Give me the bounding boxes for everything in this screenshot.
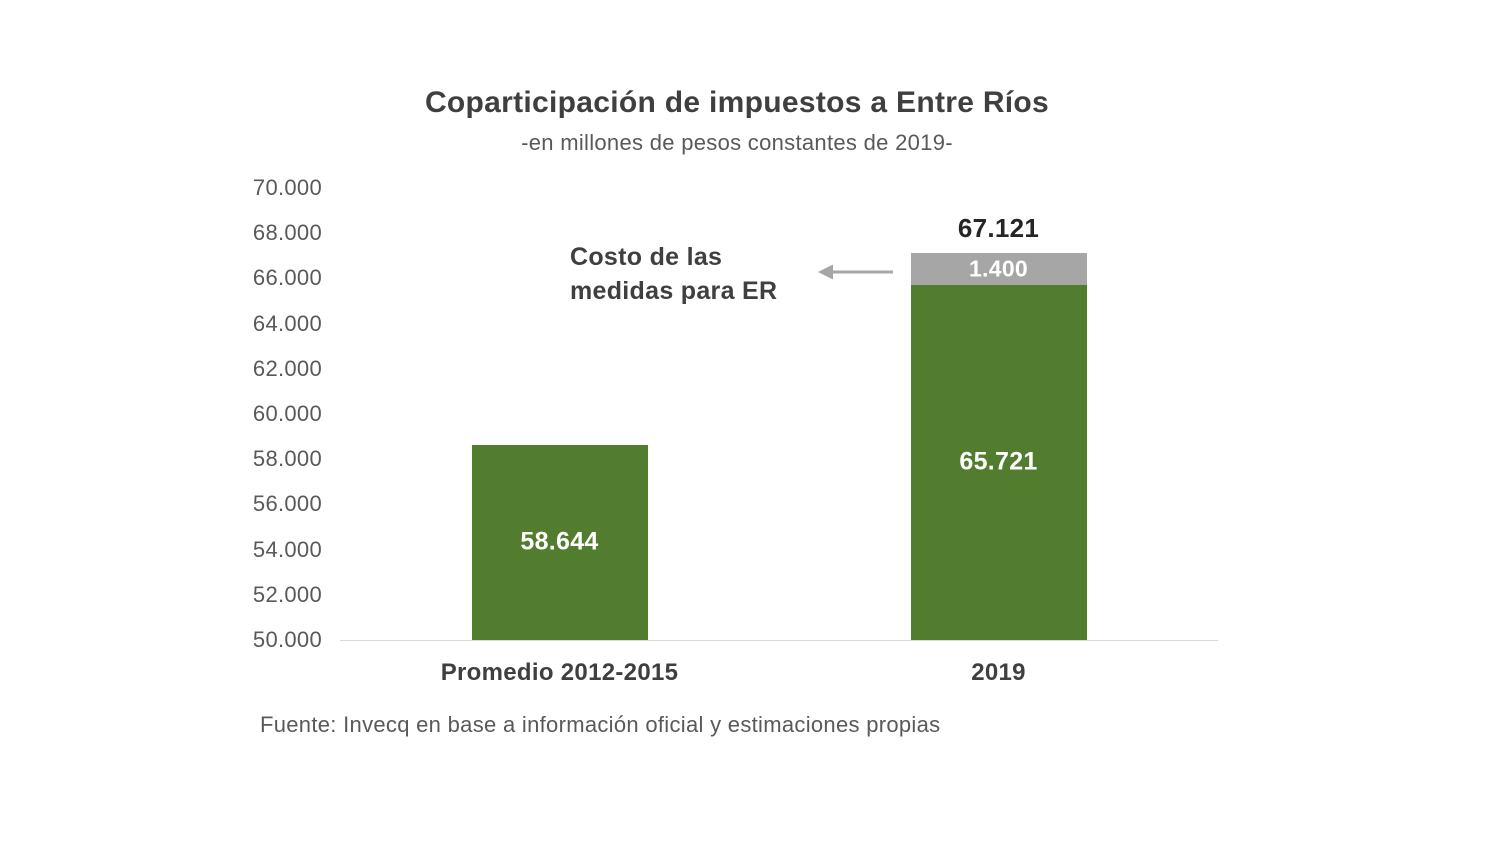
y-axis-tick-label: 64.000	[252, 310, 322, 336]
x-axis-line	[340, 640, 1218, 641]
chart-title: Coparticipación de impuestos a Entre Río…	[424, 86, 1050, 119]
bar-total-label: 67.121	[957, 213, 1040, 244]
y-axis-tick-label: 50.000	[252, 627, 322, 652]
y-axis-tick-label: 56.000	[252, 491, 322, 517]
annotation-text: Costo de las medidas para ER	[570, 240, 777, 308]
bar-value-label: 65.721	[959, 447, 1038, 476]
bar-segment-coparticipacion-0	[471, 444, 648, 640]
annotation-line-1: Costo de las	[570, 243, 723, 271]
bar-segment-costo-medidas-er-1	[910, 253, 1087, 285]
bar-value-label: 58.644	[520, 527, 599, 556]
bar-value-label: 1.400	[968, 255, 1029, 282]
x-axis-category-label: Promedio 2012-2015	[440, 659, 679, 686]
y-axis-tick-label: 52.000	[252, 581, 322, 607]
chart-subtitle: -en millones de pesos constantes de 2019…	[521, 130, 953, 155]
y-axis-tick-label: 62.000	[252, 355, 322, 381]
annotation-line-2: medidas para ER	[570, 277, 778, 305]
bar-segment-coparticipacion-1	[910, 284, 1087, 640]
y-axis-tick-label: 58.000	[252, 446, 322, 472]
y-axis-tick-label: 60.000	[252, 401, 322, 426]
y-axis-tick-label: 68.000	[252, 220, 322, 246]
x-axis-category-label: 2019	[971, 659, 1026, 686]
source-note: Fuente: Invecq en base a información ofi…	[260, 712, 941, 737]
y-axis-tick-label: 66.000	[252, 265, 322, 291]
annotation-arrow-icon	[818, 264, 893, 280]
y-axis-tick-label: 70.000	[252, 175, 322, 200]
y-axis-tick-label: 54.000	[252, 536, 322, 562]
